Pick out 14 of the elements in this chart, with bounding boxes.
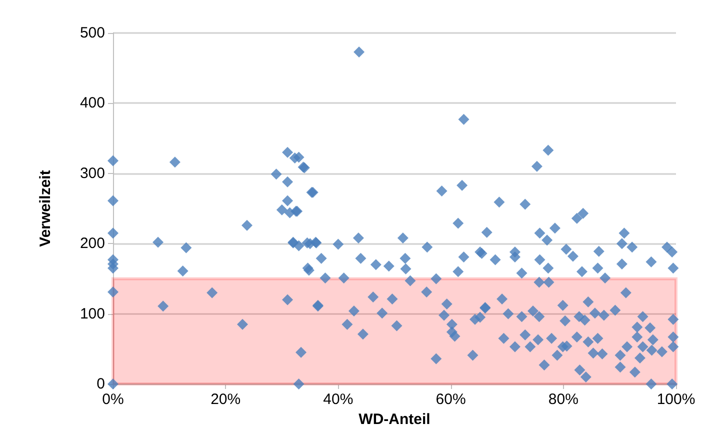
x-tick-label: 20% [210,391,241,408]
y-tick-label: 200 [80,235,105,252]
y-tick-label: 500 [80,24,105,42]
x-tick-label: 40% [323,391,354,408]
x-tick-label: 60% [436,391,466,408]
y-tick-label: 0 [96,376,105,392]
y-tick-label: 300 [80,164,105,182]
y-axis-title: Verweilzeit [37,170,54,247]
y-tick-label: 400 [80,94,105,112]
x-tick-label: 0% [102,391,124,408]
x-tick-label: 80% [548,391,578,408]
x-axis-title: WD-Anteil [358,411,430,428]
y-tick-label: 100 [80,305,105,322]
x-tick-label: 100% [656,391,696,408]
